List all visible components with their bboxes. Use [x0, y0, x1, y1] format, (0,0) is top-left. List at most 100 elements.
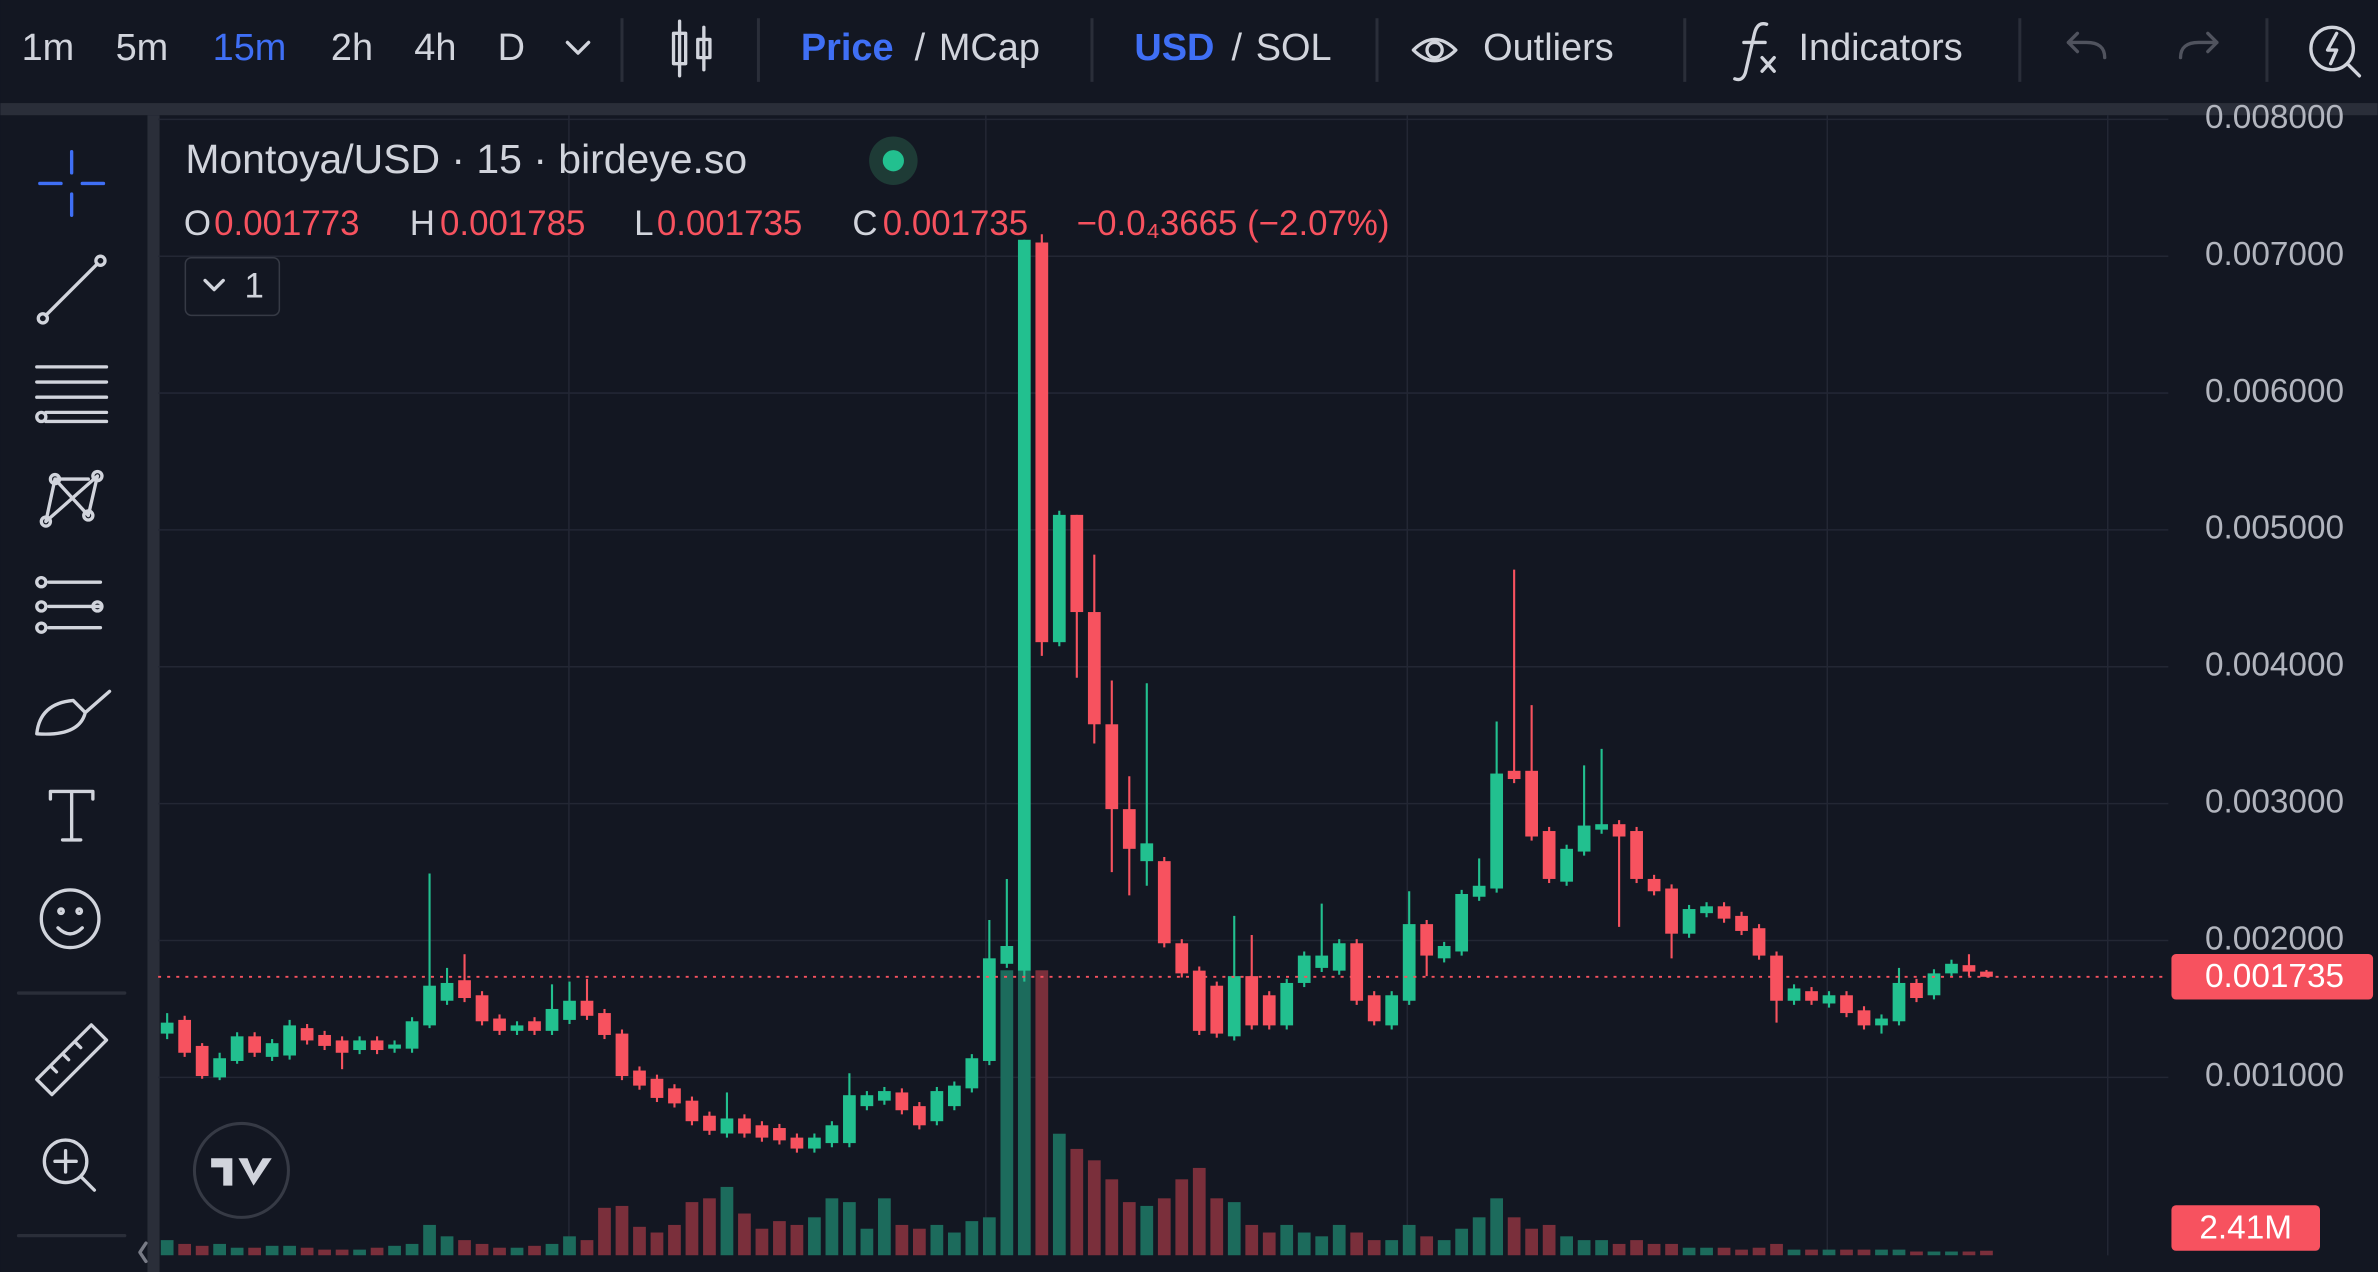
volume-bar — [1892, 1249, 1906, 1256]
candle-body — [475, 995, 489, 1022]
candle-body — [1717, 906, 1731, 919]
timeframe-button[interactable]: 4h — [414, 27, 456, 69]
more-timeframes-icon[interactable] — [565, 40, 591, 55]
volume-bar — [1035, 970, 1049, 1256]
candle-body — [650, 1078, 664, 1098]
candle-body — [1437, 946, 1451, 959]
ohlc-value: 0.001735 — [657, 204, 802, 243]
candle-body — [1070, 514, 1084, 613]
timeframe-button[interactable]: 1m — [22, 27, 75, 69]
fib-tool[interactable] — [35, 365, 109, 424]
indicators-button[interactable]: Indicators — [1798, 27, 1962, 69]
volume-bar — [213, 1243, 227, 1256]
tv-logo[interactable] — [192, 1121, 290, 1219]
candle-body — [1560, 848, 1573, 882]
chart-type-icon[interactable] — [671, 19, 712, 78]
timeframe-button[interactable]: D — [498, 27, 525, 69]
volume-bar — [1647, 1243, 1661, 1256]
volume-bar — [1682, 1247, 1696, 1256]
trend-line-tool[interactable] — [36, 254, 107, 325]
crosshair-tool[interactable] — [38, 149, 106, 217]
currency-separator: / — [1231, 27, 1242, 69]
volume-bar — [160, 1240, 174, 1256]
indicators-icon[interactable] — [1733, 22, 1776, 82]
chevron-icon — [203, 278, 225, 292]
volume-bar — [1157, 1198, 1171, 1256]
outliers-button[interactable]: Outliers — [1483, 27, 1614, 69]
undo-icon[interactable] — [2066, 31, 2107, 60]
indicator-toggle[interactable] — [184, 256, 281, 317]
zoom-tool[interactable] — [42, 1138, 97, 1192]
volume-bar — [1245, 1224, 1259, 1256]
candle-body — [1035, 242, 1049, 643]
timeframe-button[interactable]: 5m — [116, 27, 169, 69]
volume-bar — [528, 1245, 541, 1256]
redo-icon[interactable] — [2178, 31, 2219, 60]
candle-body — [633, 1070, 646, 1086]
candle-body — [1700, 906, 1713, 914]
emoji-tool[interactable] — [39, 888, 101, 950]
volume-bar — [615, 1205, 629, 1256]
volume-bar — [1052, 1133, 1066, 1256]
candle-body — [1140, 843, 1154, 862]
candle-body — [1857, 1010, 1871, 1026]
volume-bar — [1280, 1224, 1294, 1256]
ohlc-value: 0.001735 — [883, 204, 1028, 243]
volume-bar — [650, 1232, 664, 1256]
volume-bar — [808, 1217, 821, 1256]
timeframe-button[interactable]: 15m — [213, 27, 287, 69]
timeframe-button[interactable]: 2h — [331, 27, 373, 69]
text-tool[interactable] — [48, 789, 95, 842]
ohlc-letter: H — [410, 204, 435, 243]
price-mode-active[interactable]: Price — [801, 27, 894, 69]
volume-bar — [1752, 1247, 1766, 1256]
volume-bar — [1525, 1228, 1539, 1256]
candle-body — [300, 1028, 314, 1041]
candle-body — [1507, 770, 1521, 780]
ruler-tool[interactable] — [35, 1023, 109, 1097]
volume-bar — [1945, 1251, 1958, 1256]
volume-badge — [2171, 1205, 2321, 1251]
price-mode-separator: / — [915, 27, 926, 69]
candle-body — [1770, 955, 1783, 1001]
y-tick-label: 0.005000 — [2205, 510, 2344, 547]
candle-body — [283, 1025, 296, 1056]
pattern-tool[interactable] — [39, 469, 104, 528]
candle-body — [895, 1092, 909, 1111]
candle-body — [825, 1125, 839, 1144]
candle-body — [1525, 770, 1539, 837]
candle-body — [913, 1106, 926, 1126]
candle-body — [1490, 773, 1504, 889]
volume-bar — [1402, 1224, 1416, 1256]
collapse-rail-icon[interactable] — [138, 1241, 148, 1264]
candle-body — [1262, 995, 1276, 1026]
volume-bar — [598, 1207, 611, 1256]
outliers-icon[interactable] — [1411, 37, 1458, 63]
volume-bar — [353, 1249, 366, 1256]
volume-bar — [1140, 1205, 1154, 1256]
tv-logo-mark — [211, 1158, 272, 1186]
currency-option[interactable]: SOL — [1256, 27, 1332, 69]
candle-body — [1105, 724, 1119, 810]
brush-tool[interactable] — [35, 689, 112, 736]
candle-body — [248, 1036, 261, 1053]
candle-body — [160, 1022, 174, 1034]
candle-body — [1980, 971, 1993, 977]
volume-bar — [1315, 1236, 1329, 1256]
price-mode-option[interactable]: MCap — [939, 27, 1040, 69]
volume-bar — [1455, 1228, 1469, 1256]
quick-search-icon[interactable] — [2309, 25, 2362, 78]
candle-body — [1787, 988, 1801, 1001]
candle-body — [1385, 995, 1399, 1026]
volume-bar — [510, 1247, 524, 1256]
candle-body — [1752, 928, 1766, 956]
candle-body — [1087, 612, 1101, 725]
volume-bar — [1665, 1243, 1678, 1256]
candle-body — [755, 1125, 769, 1138]
volume-bar — [1350, 1232, 1364, 1256]
prediction-tool[interactable] — [35, 575, 104, 634]
candle-body — [440, 982, 454, 1001]
candle-body — [668, 1088, 681, 1104]
candle-body — [1052, 514, 1066, 643]
currency-active[interactable]: USD — [1134, 27, 1214, 69]
